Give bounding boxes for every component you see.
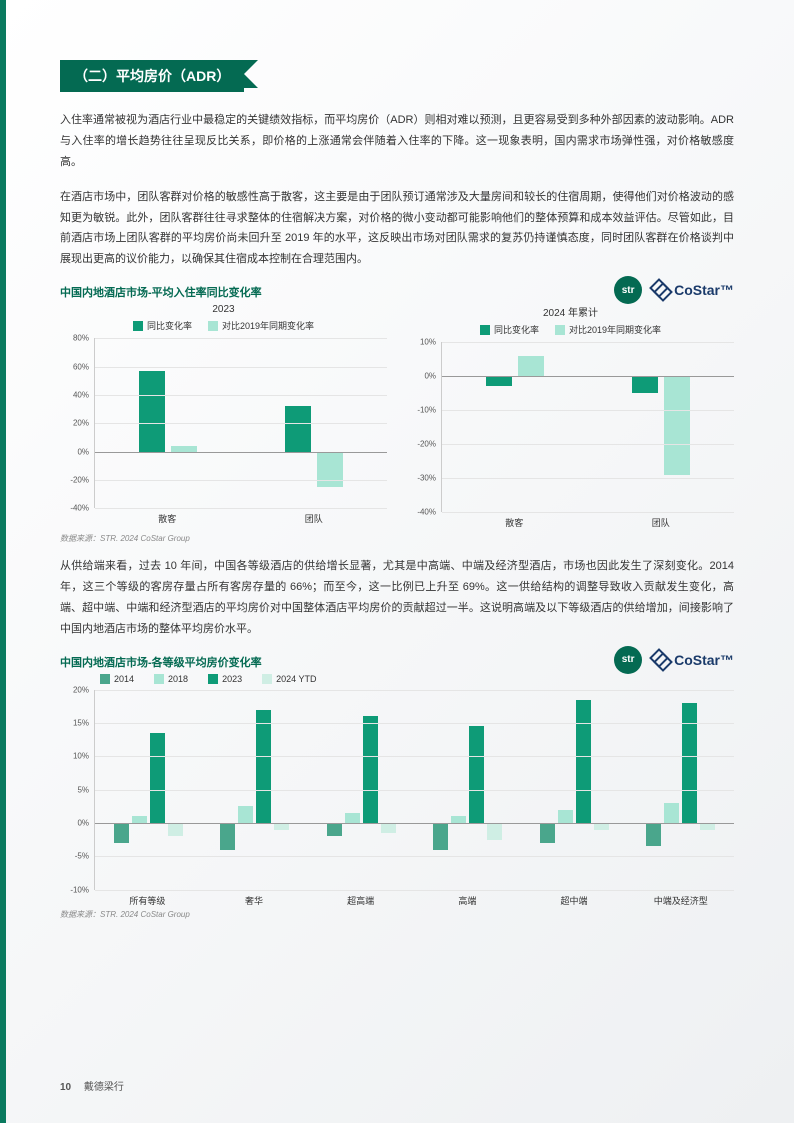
chart1-right: -40%-30%-20%-10%0%10% xyxy=(441,342,734,512)
chart2-legend: 2014201820232024 YTD xyxy=(100,674,734,684)
logos-2: str CoStar™ xyxy=(614,646,734,674)
section-title: （二）平均房价（ADR） xyxy=(60,60,244,92)
chart1-left-legend: 同比变化率 对比2019年同期变化率 xyxy=(60,319,387,332)
chart1-source: 数据来源：STR. 2024 CoStar Group xyxy=(60,533,734,544)
paragraph-3: 从供给端来看，过去 10 年间，中国各等级酒店的供给增长显著，尤其是中高端、中端… xyxy=(60,556,734,640)
chart1-right-legend: 同比变化率 对比2019年同期变化率 xyxy=(407,323,734,336)
paragraph-1: 入住率通常被视为酒店行业中最稳定的关键绩效指标，而平均房价（ADR）则相对难以预… xyxy=(60,110,734,173)
str-logo: str xyxy=(614,276,642,304)
chart2: -10%-5%0%5%10%15%20% xyxy=(94,690,734,890)
chart1-left: -40%-20%0%20%40%60%80% xyxy=(94,338,387,508)
chart1-right-subtitle: 2024 年累计 xyxy=(407,304,734,319)
paragraph-2: 在酒店市场中，团队客群对价格的敏感性高于散客，这主要是由于团队预订通常涉及大量房… xyxy=(60,187,734,271)
footer-brand: 戴德梁行 xyxy=(84,1082,124,1093)
chart2-source: 数据来源：STR. 2024 CoStar Group xyxy=(60,909,734,920)
str-logo-2: str xyxy=(614,646,642,674)
page-number: 10 xyxy=(60,1082,71,1093)
costar-logo-2: CoStar™ xyxy=(652,651,734,669)
costar-logo: CoStar™ xyxy=(652,281,734,299)
chart1-row: 2023 同比变化率 对比2019年同期变化率 -40%-20%0%20%40%… xyxy=(60,304,734,529)
footer: 10 戴德梁行 xyxy=(60,1078,124,1093)
chart1-left-subtitle: 2023 xyxy=(60,304,387,315)
logos: str CoStar™ xyxy=(614,276,734,304)
